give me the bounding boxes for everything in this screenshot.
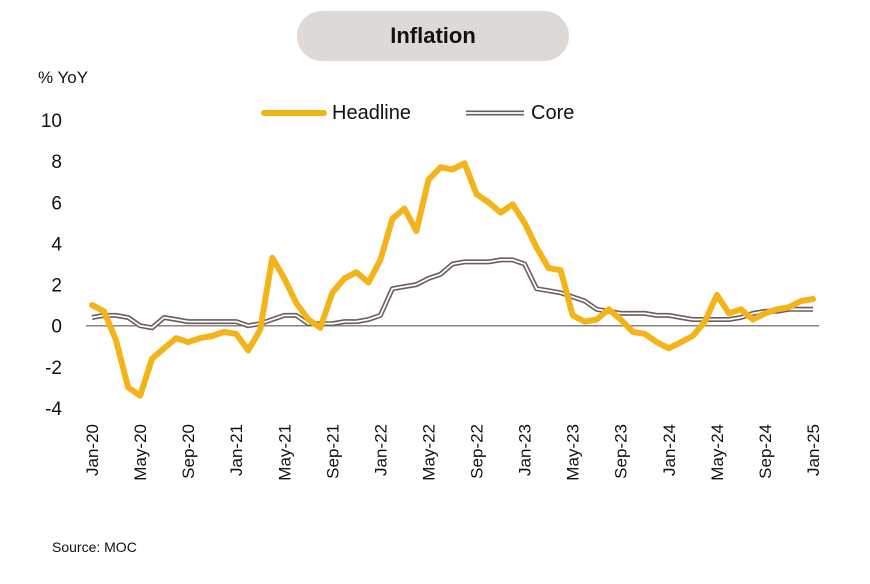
y-tick-label: 6 (51, 193, 62, 214)
series-core-line (91, 258, 813, 329)
y-tick-label: 8 (51, 152, 62, 173)
x-tick-label: May-21 (275, 424, 294, 481)
x-tick-label: May-24 (708, 424, 727, 481)
legend-label-core: Core (531, 102, 574, 124)
x-tick-label: Sep-21 (323, 424, 342, 479)
x-tick-label: Jan-20 (83, 424, 102, 476)
x-tick-label: May-23 (564, 424, 583, 481)
y-axis-unit-label: % YoY (38, 68, 89, 87)
chart-title-pill: Inflation (297, 11, 569, 61)
y-tick-label: 10 (41, 111, 62, 132)
chart-title: Inflation (390, 23, 476, 48)
x-tick-label: Sep-23 (612, 424, 631, 479)
x-tick-label: Jan-24 (660, 424, 679, 476)
x-tick-label: Jan-25 (804, 424, 823, 476)
x-tick-label: Sep-24 (756, 424, 775, 479)
series-layer (89, 160, 816, 399)
x-axis-ticks: Jan-20 May-20 Sep-20 Jan-21 May-21 Sep-21 Jan-… (83, 424, 823, 481)
y-tick-label: 0 (51, 317, 62, 338)
y-axis-ticks: 10 8 6 4 2 0 -2 -4 (41, 111, 63, 420)
x-tick-label: Sep-20 (179, 424, 198, 479)
x-tick-label: Sep-22 (468, 424, 487, 479)
x-tick-label: May-22 (419, 424, 438, 481)
x-tick-label: Jan-21 (227, 424, 246, 476)
series-core (91, 257, 813, 331)
source-note: Source: MOC (52, 539, 137, 555)
legend: Headline Core (261, 102, 574, 124)
y-tick-label: -2 (45, 358, 62, 379)
y-tick-label: 2 (51, 276, 62, 297)
y-tick-label: -4 (45, 399, 62, 420)
y-tick-label: 4 (51, 234, 62, 255)
x-tick-label: Jan-22 (371, 424, 390, 476)
series-headline-line (89, 160, 816, 399)
x-tick-label: Jan-23 (516, 424, 535, 476)
legend-label-headline: Headline (332, 102, 411, 124)
x-tick-label: May-20 (131, 424, 150, 481)
